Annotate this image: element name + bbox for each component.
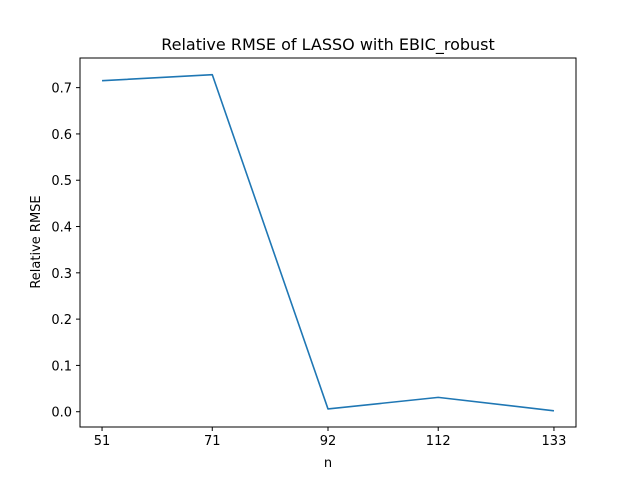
y-tick-label: 0.5: [51, 174, 72, 189]
y-tick-label: 0.6: [51, 128, 72, 143]
chart-title: Relative RMSE of LASSO with EBIC_robust: [161, 35, 495, 55]
y-tick-label: 0.3: [51, 267, 72, 282]
x-tick-label: 133: [542, 434, 567, 449]
x-tick-label: 71: [204, 434, 221, 449]
y-tick-label: 0.0: [51, 406, 72, 421]
x-tick-label: 51: [94, 434, 111, 449]
y-tick-label: 0.1: [51, 359, 72, 374]
x-tick-label: 112: [426, 434, 451, 449]
y-tick-label: 0.4: [51, 221, 72, 236]
series-line-0: [101, 73, 555, 412]
x-axis-label: n: [324, 456, 332, 471]
y-tick-label: 0.7: [51, 82, 72, 97]
plot-area: 51 71 92 112 133 0.0 0.1 0.2 0.3 0.4 0.5 0.6 0.7: [51, 57, 577, 449]
y-tick-label: 0.2: [51, 313, 72, 328]
y-axis-label: Relative RMSE: [29, 195, 44, 288]
x-tick-label: 92: [320, 434, 337, 449]
